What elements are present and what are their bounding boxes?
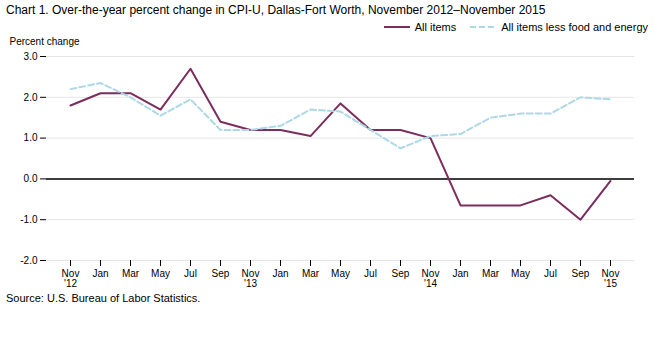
svg-text:Jan: Jan xyxy=(92,268,108,279)
html-text:All items less food and energy: All items less food and energy xyxy=(501,21,648,33)
svg-text:-2.0: -2.0 xyxy=(20,255,38,266)
svg-text:Sep: Sep xyxy=(572,268,590,279)
svg-text:Jul: Jul xyxy=(544,268,557,279)
svg-text:Percent change: Percent change xyxy=(10,36,80,47)
svg-text:Jul: Jul xyxy=(184,268,197,279)
svg-text:Nov'12: Nov'12 xyxy=(62,268,80,289)
svg-text:Mar: Mar xyxy=(482,268,500,279)
html-text:All items: All items xyxy=(414,21,457,33)
svg-text:3.0: 3.0 xyxy=(24,51,38,62)
svg-text:May: May xyxy=(331,268,350,279)
svg-text:Jan: Jan xyxy=(452,268,468,279)
svg-text:0.0: 0.0 xyxy=(24,173,38,184)
svg-text:Sep: Sep xyxy=(212,268,230,279)
svg-text:Mar: Mar xyxy=(302,268,320,279)
svg-text:Mar: Mar xyxy=(122,268,140,279)
svg-text:Nov'14: Nov'14 xyxy=(422,268,440,289)
svg-text:2.0: 2.0 xyxy=(24,92,38,103)
svg-text:Jul: Jul xyxy=(364,268,377,279)
html-text:Source: U.S. Bureau of Labor S: Source: U.S. Bureau of Labor Statistics. xyxy=(6,292,201,304)
svg-text:Nov'15: Nov'15 xyxy=(602,268,620,289)
svg-text:Sep: Sep xyxy=(392,268,410,279)
svg-text:Jan: Jan xyxy=(272,268,288,279)
svg-text:1.0: 1.0 xyxy=(24,132,38,143)
svg-text:May: May xyxy=(151,268,170,279)
svg-text:Nov'13: Nov'13 xyxy=(242,268,260,289)
svg-text:May: May xyxy=(511,268,530,279)
svg-text:-1.0: -1.0 xyxy=(20,214,38,225)
html-text:Chart 1. Over-the-year percent: Chart 1. Over-the-year percent change in… xyxy=(6,3,546,17)
